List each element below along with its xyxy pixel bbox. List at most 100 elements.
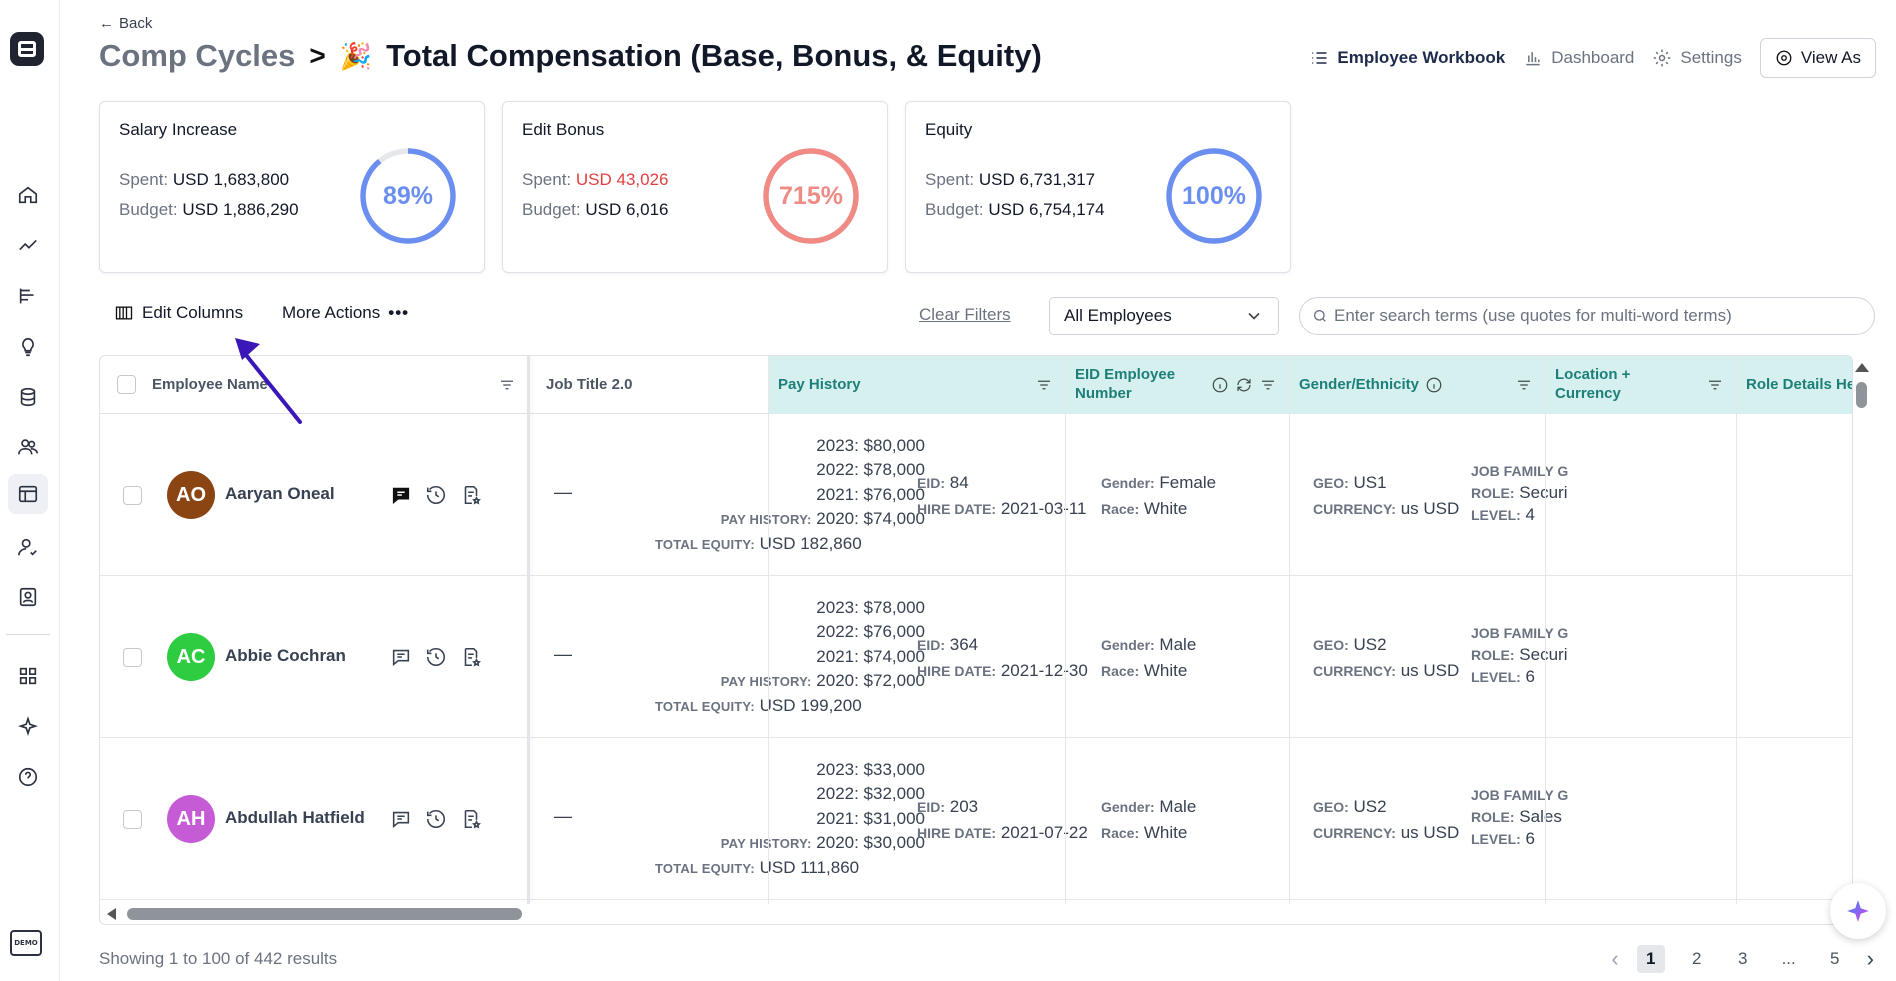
total-equity-label: TOTAL EQUITY: — [655, 861, 755, 877]
gender-cell: Gender: Male Race: White — [1101, 632, 1196, 684]
view-as-button[interactable]: View As — [1759, 38, 1876, 78]
race-value: White — [1143, 823, 1188, 842]
review-button[interactable] — [460, 646, 482, 673]
eid-cell: EID: 364 HIRE DATE: 2021-12-30 — [917, 632, 1088, 684]
more-actions-label: More Actions — [282, 303, 381, 322]
demo-badge-icon: DEMO — [10, 930, 42, 956]
col-gender-label: Gender/Ethnicity — [1299, 375, 1420, 393]
hire-date-value: 2021-07-22 — [1000, 823, 1088, 842]
back-link[interactable]: ← Back — [99, 15, 152, 32]
help-icon[interactable] — [8, 757, 48, 797]
edit-columns-label: Edit Columns — [142, 303, 244, 322]
comment-button[interactable] — [390, 808, 412, 835]
budget-card[interactable]: Equity Spent: USD 6,731,317 Budget: USD … — [905, 101, 1291, 273]
more-actions-button[interactable]: More Actions ••• — [282, 303, 409, 323]
history-button[interactable] — [425, 646, 447, 673]
person-check-icon[interactable] — [8, 527, 48, 567]
employee-name[interactable]: Aaryan Oneal — [225, 484, 335, 503]
row-checkbox[interactable] — [123, 648, 142, 667]
scroll-left-icon[interactable] — [107, 908, 116, 920]
pay-2020: 2020: $74,000 — [816, 508, 925, 528]
review-button[interactable] — [460, 808, 482, 835]
pay-2022: 2022: $32,000 — [816, 784, 925, 804]
page-button[interactable]: 5 — [1829, 949, 1840, 968]
next-page-icon[interactable]: › — [1866, 946, 1874, 971]
row-checkbox[interactable] — [123, 486, 142, 505]
tab-settings[interactable]: Settings — [1652, 48, 1742, 68]
table-row[interactable]: AO Aaryan Oneal — 2023: $80,000 2022: $7… — [100, 414, 1852, 576]
sparkle-icon[interactable] — [8, 707, 48, 747]
horizontal-scrollbar[interactable] — [99, 905, 1853, 925]
employee-name[interactable]: Abdullah Hatfield — [225, 808, 365, 827]
table-row[interactable]: AC Abbie Cochran — 2023: $78,000 2022: $… — [100, 576, 1852, 738]
clear-filters-link[interactable]: Clear Filters — [919, 305, 1011, 324]
col-eid-label: EID Employee Number — [1075, 366, 1176, 402]
budget-value: USD 6,016 — [585, 200, 669, 219]
vertical-scrollbar[interactable] — [1853, 360, 1870, 920]
scroll-up-icon[interactable] — [1855, 363, 1869, 372]
table-row[interactable]: AH Abdullah Hatfield — 2023: $33,000 202… — [100, 738, 1852, 900]
col-gender-ethnicity[interactable]: Gender/Ethnicity — [1289, 356, 1545, 414]
horizontal-scroll-thumb[interactable] — [127, 908, 522, 920]
total-equity-label: TOTAL EQUITY: — [655, 699, 755, 715]
budget-value: USD 1,886,290 — [182, 200, 299, 219]
employee-filter-select[interactable]: All Employees — [1049, 297, 1279, 335]
info-icon — [1212, 377, 1228, 393]
budget-card[interactable]: Salary Increase Spent: USD 1,683,800 Bud… — [99, 101, 485, 273]
review-button[interactable] — [460, 484, 482, 511]
page-button[interactable]: 2 — [1691, 949, 1702, 968]
row-actions — [390, 646, 482, 673]
col-pay-history[interactable]: Pay History — [768, 356, 1065, 414]
vertical-scroll-thumb[interactable] — [1856, 382, 1867, 408]
row-checkbox[interactable] — [123, 810, 142, 829]
page-button[interactable]: 3 — [1737, 949, 1748, 968]
level-value: 4 — [1525, 505, 1535, 524]
col-eid[interactable]: EID Employee Number — [1065, 356, 1289, 414]
contact-card-icon[interactable] — [8, 577, 48, 617]
grid-apps-icon[interactable] — [8, 656, 48, 696]
budget-card[interactable]: Edit Bonus Spent: USD 43,026 Budget: USD… — [502, 101, 888, 273]
frozen-column-edge — [527, 356, 530, 904]
level-label: LEVEL: — [1471, 831, 1521, 847]
page-button[interactable]: 1 — [1636, 945, 1665, 973]
history-button[interactable] — [425, 484, 447, 511]
people-icon[interactable] — [8, 427, 48, 467]
total-equity-value: USD 199,200 — [759, 696, 862, 716]
ai-assistant-button[interactable] — [1830, 883, 1886, 939]
comment-button[interactable] — [390, 646, 412, 673]
spent-label: Spent: — [925, 170, 975, 189]
col-role-details[interactable]: Role Details He — [1736, 356, 1852, 414]
col-job-title[interactable]: Job Title 2.0 — [530, 356, 768, 414]
bars-icon[interactable] — [8, 276, 48, 316]
col-employee-name[interactable]: Employee Name — [100, 356, 528, 414]
level-label: LEVEL: — [1471, 669, 1521, 685]
select-all-checkbox[interactable] — [117, 375, 136, 394]
comment-button[interactable] — [390, 484, 412, 511]
tab-employee-workbook[interactable]: Employee Workbook — [1309, 48, 1505, 68]
column-divider — [1065, 356, 1066, 904]
total-equity-label: TOTAL EQUITY: — [655, 537, 755, 553]
employee-name[interactable]: Abbie Cochran — [225, 646, 346, 665]
history-button[interactable] — [425, 808, 447, 835]
col-employee-name-label: Employee Name — [152, 375, 268, 393]
search-input[interactable] — [1334, 306, 1862, 326]
prev-page-icon[interactable]: ‹ — [1611, 946, 1619, 971]
lightbulb-icon[interactable] — [8, 327, 48, 367]
trend-icon[interactable] — [8, 225, 48, 265]
card-budget: Budget: USD 6,016 — [522, 200, 669, 220]
filter-icon — [1038, 380, 1050, 390]
tab-dashboard[interactable]: Dashboard — [1523, 48, 1634, 68]
col-pay-history-label: Pay History — [778, 375, 861, 393]
database-icon[interactable] — [8, 377, 48, 417]
pay-history-label: PAY HISTORY: — [720, 511, 812, 527]
app-logo[interactable] — [10, 32, 44, 66]
breadcrumb-comp-cycles[interactable]: Comp Cycles — [99, 38, 296, 73]
total-equity-value: USD 182,860 — [759, 534, 862, 554]
card-spent: Spent: USD 43,026 — [522, 170, 669, 190]
edit-columns-button[interactable]: Edit Columns — [114, 303, 243, 323]
workbook-icon[interactable] — [8, 474, 48, 514]
col-location-currency[interactable]: Location + Currency — [1545, 356, 1736, 414]
home-icon[interactable] — [8, 175, 48, 215]
search-box[interactable] — [1299, 297, 1875, 335]
gender-value: Female — [1159, 473, 1217, 492]
